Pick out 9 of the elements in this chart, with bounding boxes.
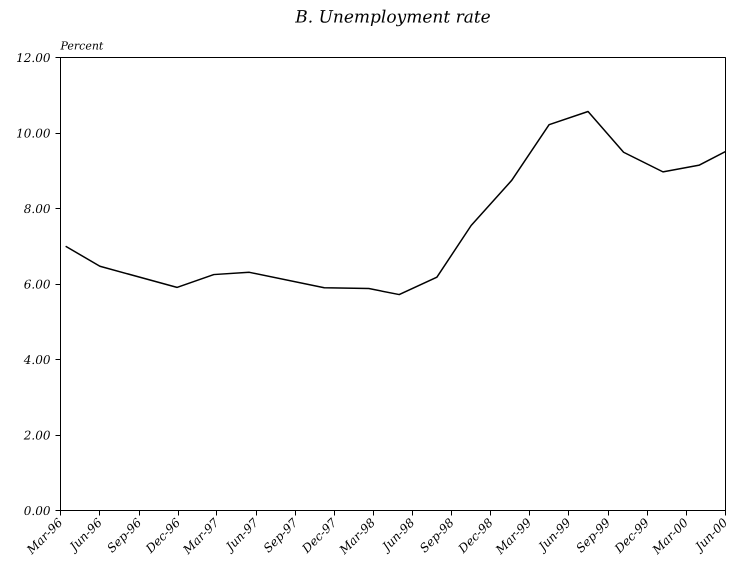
y-tick-label: 4.00	[22, 353, 51, 367]
y-tick-label: 2.00	[22, 428, 51, 442]
y-tick-label: 0.00	[24, 504, 51, 518]
y-tick-label: 8.00	[24, 202, 51, 216]
y-tick-label: 6.00	[24, 278, 51, 292]
y-axis-title: Percent	[60, 40, 104, 52]
y-tick-label: 10.00	[16, 126, 51, 140]
y-tick-label: 12.00	[16, 51, 51, 65]
chart-title: B. Unemployment rate	[294, 8, 491, 28]
